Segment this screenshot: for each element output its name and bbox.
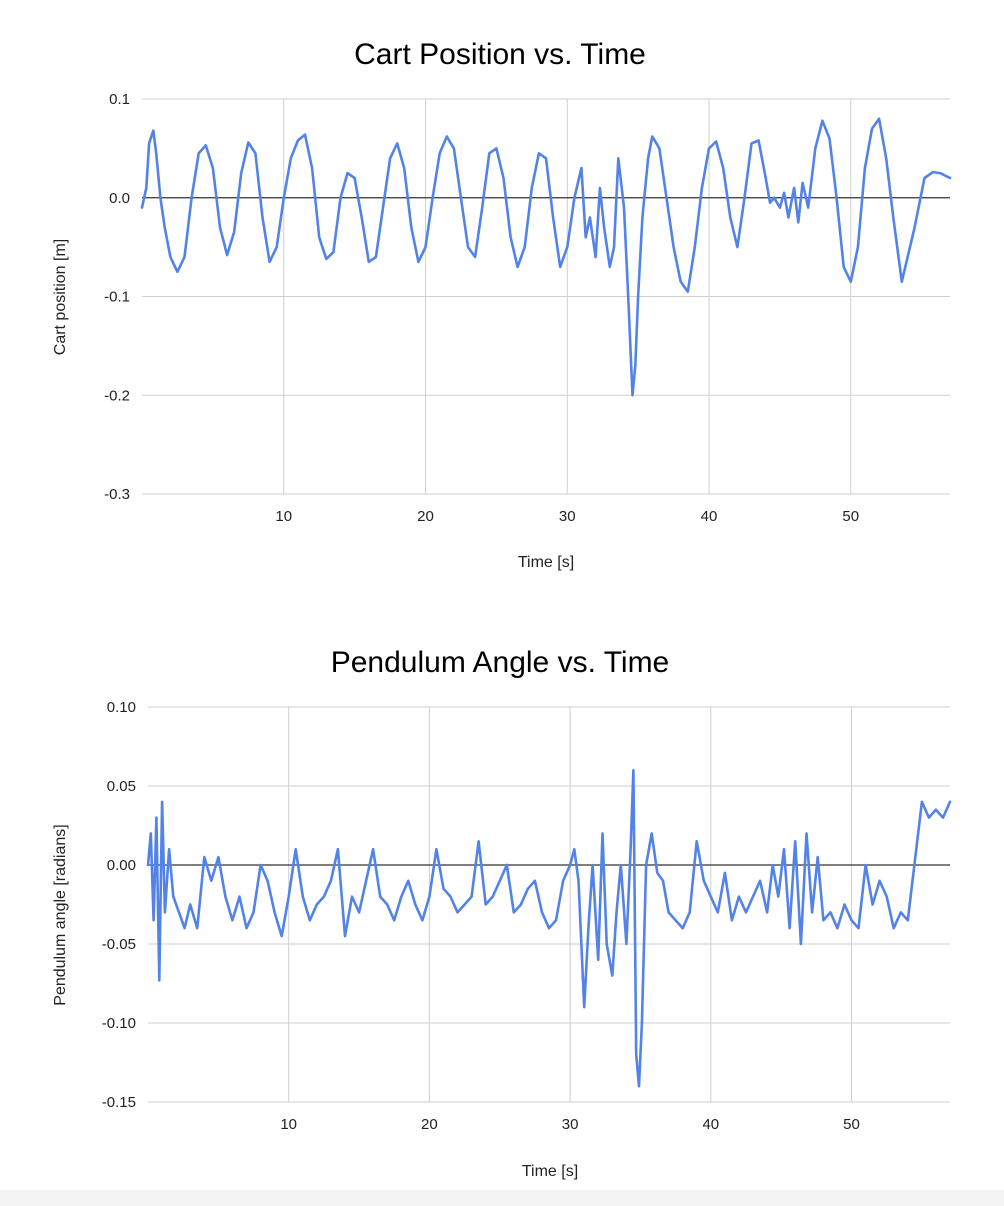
pendulum-angle-chart: Pendulum Angle vs. Time 0.10 0.05 0.00 -0.0… (0, 612, 1004, 1192)
y-tick-label: -0.15 (102, 1094, 136, 1111)
y-tick-label: 0.10 (107, 699, 136, 716)
cart-position-series-line (140, 117, 952, 397)
x-tick-label: 50 (842, 508, 859, 525)
y-tick-label: -0.05 (102, 936, 136, 953)
y-tick-label: 0.0 (109, 190, 130, 207)
x-tick-label: 10 (280, 1116, 297, 1133)
x-axis-label: Time [s] (522, 1163, 578, 1180)
x-tick-label: 50 (843, 1116, 860, 1133)
y-tick-label: -0.3 (104, 486, 130, 503)
x-tick-label: 20 (417, 508, 434, 525)
y-tick-label: -0.10 (102, 1015, 136, 1032)
y-tick-label: -0.1 (104, 289, 130, 306)
y-tick-label: 0.05 (107, 778, 136, 795)
pendulum-angle-series-line (146, 768, 952, 1088)
x-tick-label: 40 (701, 508, 718, 525)
bottom-strip (0, 1190, 1004, 1206)
y-tick-label: 0.1 (109, 91, 130, 108)
x-axis-label: Time [s] (518, 554, 574, 571)
y-axis-label: Pendulum angle [radians] (52, 824, 69, 1005)
y-tick-label: 0.00 (107, 857, 136, 874)
chart-title: Cart Position vs. Time (354, 38, 646, 71)
cart-position-chart: Cart Position vs. Time 0.1 0.0 -0.1 -0.2 -0.… (0, 0, 1004, 600)
pendulum-angle-chart-svg: Pendulum Angle vs. Time 0.10 0.05 0.00 -0.0… (52, 646, 952, 1180)
y-tick-label: -0.2 (104, 387, 130, 404)
cart-position-chart-svg: Cart Position vs. Time 0.1 0.0 -0.1 -0.2 -0.… (52, 38, 952, 571)
x-tick-label: 10 (275, 508, 292, 525)
chart-title: Pendulum Angle vs. Time (331, 646, 670, 679)
x-tick-label: 40 (702, 1116, 719, 1133)
x-tick-label: 20 (421, 1116, 438, 1133)
x-tick-label: 30 (559, 508, 576, 525)
y-axis-label: Cart position [m] (52, 239, 69, 355)
x-tick-label: 30 (562, 1116, 579, 1133)
